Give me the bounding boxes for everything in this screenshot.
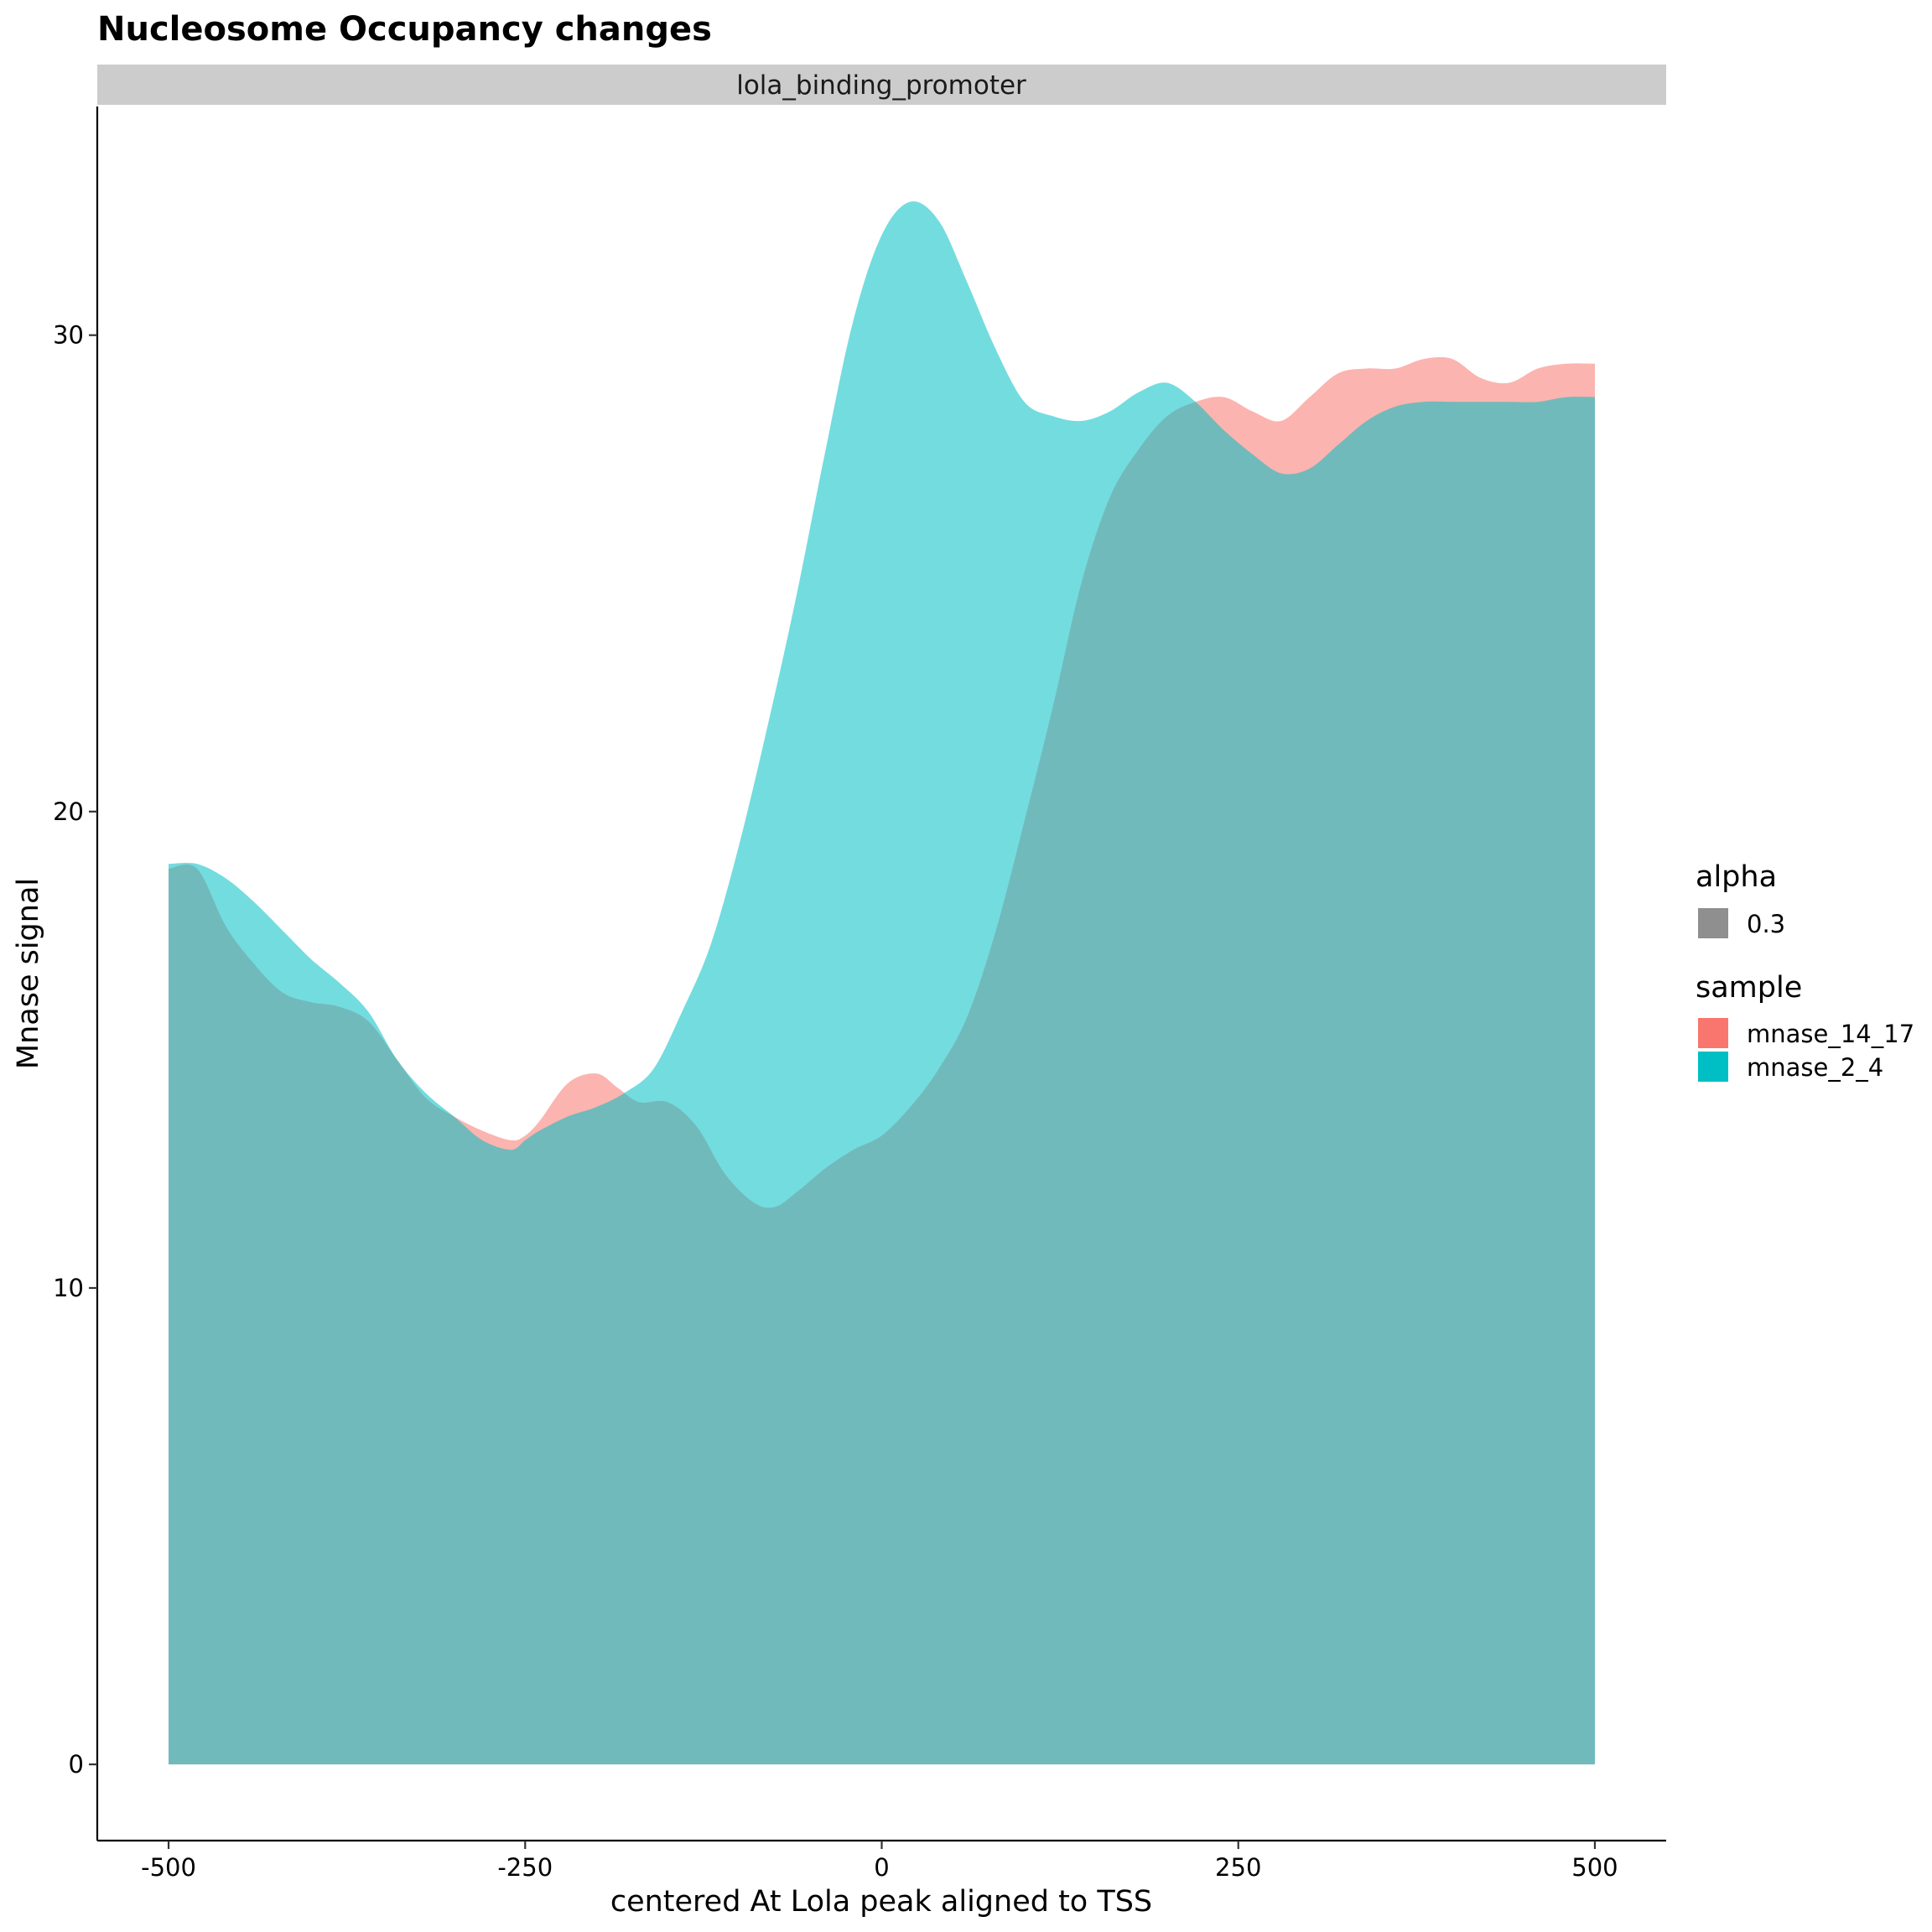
x-tick-label: 250 <box>1215 1853 1261 1882</box>
legend: alpha 0.3 sample mnase_14_17 mnase_2_4 <box>1696 860 1914 1082</box>
y-axis-title: Mnase signal <box>12 878 45 1069</box>
y-tick-label: 10 <box>53 1274 84 1302</box>
y-tick-label: 20 <box>53 797 84 826</box>
x-tick-label: -500 <box>141 1853 196 1882</box>
x-tick-label: -250 <box>497 1853 553 1882</box>
chart-title: Nucleosome Occupancy changes <box>97 10 712 49</box>
legend-label-mnase-14-17: mnase_14_17 <box>1747 1020 1914 1048</box>
y-axis-ticks: 0 10 20 30 <box>53 321 97 1779</box>
area-layer <box>169 201 1595 1765</box>
legend-key-mnase-14-17 <box>1698 1018 1728 1048</box>
facet-label: lola_binding_promoter <box>736 70 1026 101</box>
area-mnase-2-4 <box>169 201 1595 1765</box>
y-tick-label: 0 <box>69 1750 84 1779</box>
legend-alpha-title: alpha <box>1696 860 1777 894</box>
legend-sample-title: sample <box>1696 971 1802 1005</box>
facet-strip <box>97 65 1666 105</box>
legend-alpha-key <box>1698 908 1728 938</box>
legend-alpha-label: 0.3 <box>1747 910 1785 938</box>
x-tick-label: 500 <box>1571 1853 1618 1882</box>
x-axis-ticks: -500 -250 0 250 500 <box>141 1841 1618 1882</box>
x-tick-label: 0 <box>874 1853 889 1882</box>
x-axis-title: centered At Lola peak aligned to TSS <box>610 1885 1152 1919</box>
legend-key-mnase-2-4 <box>1698 1052 1728 1082</box>
y-tick-label: 30 <box>53 321 84 350</box>
legend-label-mnase-2-4: mnase_2_4 <box>1747 1053 1883 1082</box>
